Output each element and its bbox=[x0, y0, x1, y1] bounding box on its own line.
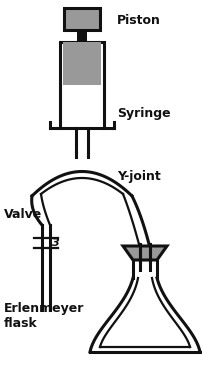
Bar bbox=[64, 8, 100, 30]
Text: 3: 3 bbox=[52, 238, 60, 248]
Text: Syringe: Syringe bbox=[117, 107, 171, 120]
Bar bbox=[60, 42, 104, 128]
Polygon shape bbox=[123, 246, 167, 260]
Bar bbox=[63, 42, 101, 85]
Text: Piston: Piston bbox=[117, 14, 161, 27]
Bar bbox=[77, 30, 87, 42]
Text: Erlenmeyer
flask: Erlenmeyer flask bbox=[4, 302, 84, 330]
Text: Valve: Valve bbox=[4, 208, 42, 221]
Text: Y-joint: Y-joint bbox=[117, 170, 161, 183]
